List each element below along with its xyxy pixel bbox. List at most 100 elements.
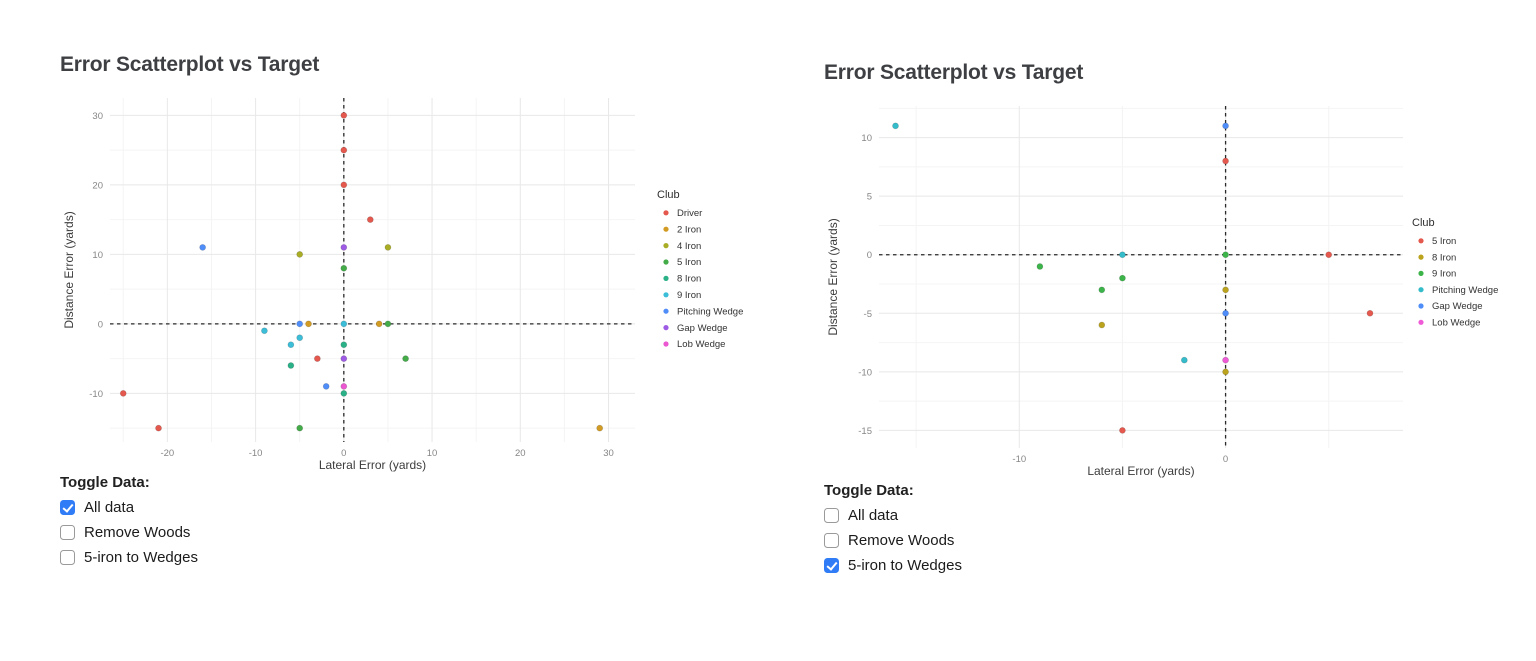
x-tick-label: 0 [341,448,346,459]
legend-title: Club [657,189,680,201]
data-point [340,390,348,397]
legend-item-label: 4 Iron [677,241,701,252]
data-point [1098,321,1106,329]
toggle-panel: Toggle Data: All data Remove Woods 5-iro… [824,482,1536,574]
x-axis-title: Lateral Error (yards) [319,458,426,472]
checkbox-row-all-data[interactable]: All data [60,499,134,516]
checkbox-all-data[interactable] [60,500,75,515]
scatterplot-left: -20 -10 0 10 20 30 Lateral Error (yards) -10 0 10… [62,98,743,472]
data-point [199,244,206,251]
legend-swatch [663,243,669,249]
data-point [1325,251,1333,259]
data-point [1119,427,1126,434]
chart-panel-left: Error Scatterplot vs Target -20 -10 0 10 20 3… [60,52,820,566]
data-point [296,251,304,258]
y-tick-label: -10 [89,389,103,400]
checkbox-label: 5-iron to Wedges [848,557,962,574]
legend-item-label: 8 Iron [677,274,701,285]
x-axis-group: -20 -10 0 10 20 30 Lateral Error (yards) [160,448,613,472]
data-point [1119,274,1126,282]
data-point [340,320,348,328]
data-point [296,320,304,328]
legend-swatch [1418,270,1424,276]
data-point [1119,251,1126,259]
legend-swatch [1418,238,1424,244]
x-axis-title: Lateral Error (yards) [1087,464,1194,478]
data-point [340,383,348,390]
data-point [340,341,348,349]
data-point [892,122,899,130]
legend-swatch [1418,287,1424,293]
y-tick-label: 10 [92,250,103,261]
data-point [1222,122,1229,130]
data-point [1036,263,1044,270]
data-point [296,334,304,342]
data-point [155,424,162,432]
data-point [596,424,604,432]
legend-item-label: Gap Wedge [1432,301,1483,312]
checkbox-row-remove-woods[interactable]: Remove Woods [824,532,954,549]
legend-item-label: Driver [677,208,702,219]
legend-swatch [663,292,669,298]
legend-swatch [1418,254,1424,260]
y-axis-group: -15 -10 -5 0 5 10 Distance Error (yards) [826,133,872,437]
data-point [296,424,304,432]
data-point [340,181,348,189]
y-tick-label: 0 [98,319,103,330]
checkbox-5iron-wedges[interactable] [824,558,839,573]
checkbox-row-all-data[interactable]: All data [824,507,898,524]
data-point [340,112,348,119]
legend-item-label: Pitching Wedge [1432,285,1498,296]
y-tick-label: 0 [867,250,872,261]
legend-item-label: 9 Iron [1432,269,1456,280]
checkbox-remove-woods[interactable] [824,533,839,548]
scatterplot-right: -10 0 Lateral Error (yards) -15 -10 -5 0 5 10 Dis… [826,106,1498,478]
data-point [1222,309,1229,317]
data-point [1222,157,1229,165]
data-point [366,216,374,223]
legend-swatch [663,259,669,265]
reference-lines-group [110,98,635,442]
y-tick-label: -5 [864,309,872,320]
legend-item-label: 5 Iron [677,257,701,268]
legend-item-label: Lob Wedge [1432,318,1480,329]
checkbox-row-remove-woods[interactable]: Remove Woods [60,524,190,541]
data-point [384,244,392,251]
chart-panel-right: Error Scatterplot vs Target -10 0 Lateral … [824,60,1536,574]
legend-item-label: 8 Iron [1432,252,1456,263]
chart-title: Error Scatterplot vs Target [60,53,320,76]
checkbox-remove-woods[interactable] [60,525,75,540]
toggle-heading: Toggle Data: [60,474,150,491]
legend-item-label: 5 Iron [1432,236,1456,247]
legend-item-label: Pitching Wedge [677,306,743,317]
checkbox-5iron-wedges[interactable] [60,550,75,565]
x-tick-label: 30 [603,448,614,459]
x-tick-label: 10 [427,448,438,459]
legend-swatch [663,341,669,347]
legend-item-label: Lob Wedge [677,339,725,350]
checkbox-row-5iron-wedges[interactable]: 5-iron to Wedges [60,549,198,566]
data-point [1366,309,1374,317]
legend-group: Club 5 Iron 8 Iron 9 Iron Pitching Wedge Gap … [1412,217,1498,329]
legend-swatch [663,226,669,232]
data-point [287,341,295,349]
y-tick-label: -15 [858,426,872,437]
legend-group: Club Driver 2 Iron 4 Iron 5 Iron 8 Iron 9 Iron… [657,189,743,350]
gridlines-group [110,98,635,442]
checkbox-label: 5-iron to Wedges [84,549,198,566]
points-group [892,122,1374,434]
checkbox-row-5iron-wedges[interactable]: 5-iron to Wedges [824,557,962,574]
legend-swatch [663,275,669,281]
data-point [340,355,348,362]
y-tick-label: 5 [867,192,872,203]
data-point [1222,251,1229,259]
x-tick-label: 0 [1223,454,1228,465]
data-point [402,355,409,362]
legend-swatch [1418,303,1424,309]
y-tick-label: 30 [92,111,103,122]
points-group [119,112,604,432]
x-tick-label: 20 [515,448,526,459]
checkbox-all-data[interactable] [824,508,839,523]
checkbox-label: All data [84,499,135,516]
